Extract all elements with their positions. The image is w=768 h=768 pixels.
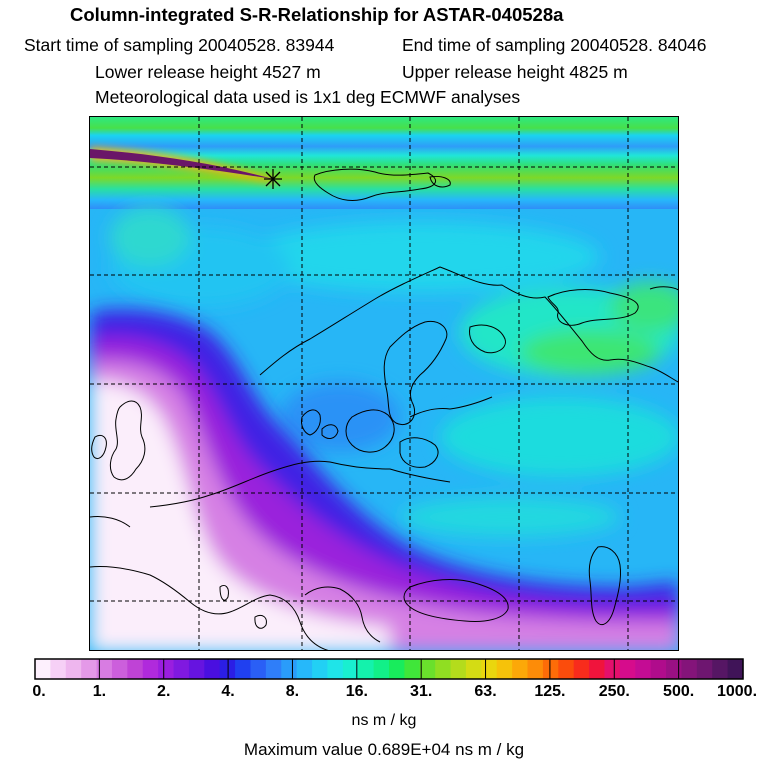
colorbar-swatch bbox=[96, 659, 113, 679]
colorbar-swatch bbox=[358, 659, 375, 679]
colorbar-tick-label: 250. bbox=[598, 683, 630, 700]
colorbar-tick-label: 8. bbox=[285, 683, 300, 700]
graticule bbox=[90, 117, 678, 650]
end-time-label: End time of sampling 20040528. 84046 bbox=[402, 35, 707, 55]
colorbar-swatch bbox=[65, 659, 82, 679]
colorbar-swatch bbox=[265, 659, 282, 679]
colorbar-swatch bbox=[173, 659, 190, 679]
colorbar-tick-label: 1000. bbox=[716, 683, 758, 700]
colorbar-swatch bbox=[666, 659, 683, 679]
colorbar-swatch bbox=[188, 659, 205, 679]
colorbar-swatch bbox=[573, 659, 590, 679]
field-high-sensitivity-blobs bbox=[110, 207, 678, 537]
coastlines bbox=[90, 168, 678, 650]
colorbar-swatch bbox=[727, 659, 744, 679]
colorbar-swatch bbox=[235, 659, 252, 679]
colorbar-swatch bbox=[373, 659, 390, 679]
colorbar-swatch bbox=[250, 659, 267, 679]
colorbar-swatch bbox=[527, 659, 544, 679]
map-canvas bbox=[90, 117, 678, 650]
colorbar-swatch bbox=[465, 659, 482, 679]
colorbar-tick-label: 31. bbox=[410, 683, 433, 700]
release-plume bbox=[90, 147, 276, 183]
lower-release-height-label: Lower release height 4527 m bbox=[95, 62, 321, 82]
colorbar-swatch bbox=[450, 659, 467, 679]
release-site-marker bbox=[264, 169, 282, 189]
colorbar-swatch bbox=[619, 659, 636, 679]
colorbar-tick-label: 63. bbox=[474, 683, 497, 700]
colorbar-tick-label: 500. bbox=[663, 683, 695, 700]
colorbar-swatch bbox=[204, 659, 221, 679]
colorbar-swatch bbox=[111, 659, 128, 679]
colorbar-swatch bbox=[327, 659, 344, 679]
colorbar-swatch bbox=[589, 659, 606, 679]
colorbar-swatch bbox=[512, 659, 529, 679]
colorbar-swatch bbox=[142, 659, 159, 679]
colorbar-swatch bbox=[712, 659, 729, 679]
colorbar-swatch bbox=[542, 659, 559, 679]
colorbar-swatch bbox=[81, 659, 98, 679]
colorbar-tick-label: 125. bbox=[534, 683, 566, 700]
meteorological-data-label: Meteorological data used is 1x1 deg ECMW… bbox=[95, 87, 521, 107]
colorbar-swatch bbox=[650, 659, 667, 679]
colorbar-tick-label: 4. bbox=[221, 683, 235, 700]
colorbar-swatch bbox=[35, 659, 51, 679]
colorbar-swatch bbox=[681, 659, 698, 679]
colorbar-swatch bbox=[604, 659, 621, 679]
colorbar-swatch bbox=[496, 659, 513, 679]
colorbar-tick-label: 1. bbox=[92, 683, 107, 700]
colorbar-swatch bbox=[389, 659, 405, 679]
colorbar-tick-label: 16. bbox=[345, 683, 368, 700]
colorbar-swatch bbox=[158, 659, 175, 679]
colorbar-swatch bbox=[635, 659, 652, 679]
colorbar-border bbox=[34, 658, 744, 680]
colorbar-swatch bbox=[558, 659, 575, 679]
colorbar-swatch bbox=[312, 659, 329, 679]
start-time-label: Start time of sampling 20040528. 83944 bbox=[24, 35, 335, 55]
colorbar-tick-label: 2. bbox=[157, 683, 171, 700]
colorbar-swatch bbox=[127, 659, 144, 679]
colorbar-swatch bbox=[481, 659, 498, 679]
colorbar-swatch bbox=[419, 659, 436, 679]
sensitivity-map bbox=[89, 116, 679, 651]
colorbar-unit-label: ns m / kg bbox=[351, 712, 417, 729]
colorbar-swatch bbox=[404, 659, 421, 679]
plot-title: Column-integrated S-R-Relationship for A… bbox=[70, 4, 564, 25]
maximum-value-label: Maximum value 0.689E+04 ns m / kg bbox=[243, 740, 525, 759]
colorbar-swatch bbox=[50, 659, 67, 679]
upper-release-height-label: Upper release height 4825 m bbox=[402, 62, 628, 82]
colorbar-swatch bbox=[342, 659, 359, 679]
colorbar-swatch bbox=[281, 659, 298, 679]
colorbar-swatch bbox=[696, 659, 713, 679]
colorbar bbox=[34, 658, 744, 680]
colorbar-swatch bbox=[435, 659, 452, 679]
colorbar-tick-label: 0. bbox=[32, 683, 46, 700]
colorbar-swatch bbox=[296, 659, 313, 679]
